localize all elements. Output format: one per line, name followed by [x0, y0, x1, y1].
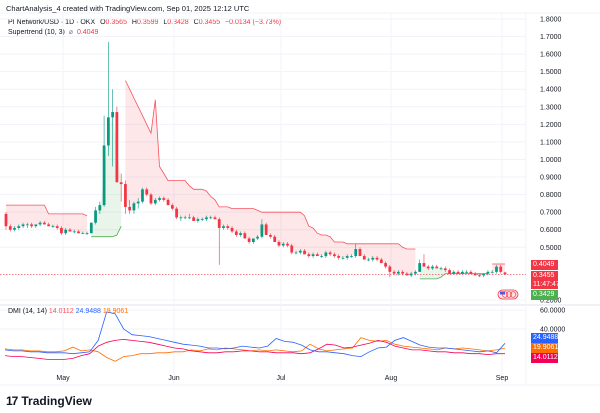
- indicator-row: Supertrend (10, 3) ⌀ 0.4049: [8, 28, 281, 38]
- svg-text:1.7000: 1.7000: [540, 34, 562, 41]
- adx-tag: 19.9061: [531, 343, 559, 353]
- supertrend-up-tag: 0.3429: [531, 290, 558, 300]
- low-label: L: [163, 19, 168, 26]
- tradingview-mark-icon: 17: [6, 394, 18, 408]
- open-label: O: [100, 19, 106, 26]
- high-label: H: [131, 19, 137, 26]
- symbol-name[interactable]: PI Network/USD · 1D · OKX: [8, 19, 96, 26]
- high-value: 0.3599: [136, 19, 159, 26]
- svg-text:1.1000: 1.1000: [540, 139, 562, 146]
- close-label: C: [193, 19, 199, 26]
- svg-text:0.8000: 0.8000: [540, 192, 562, 199]
- svg-text:1.2000: 1.2000: [540, 122, 562, 129]
- dmi-legend: DMI (14, 14) 14.0112 24.9488 19.9061: [8, 308, 128, 315]
- supertrend-price-tag: 0.4049: [531, 260, 558, 270]
- svg-text:1.8000: 1.8000: [540, 17, 562, 24]
- tradingview-wordmark: TradingView: [21, 394, 92, 408]
- svg-text:0.6000: 0.6000: [540, 227, 562, 234]
- last-price: 0.3455: [533, 272, 555, 279]
- dmi-minus-value: 14.0112: [48, 308, 74, 315]
- svg-text:1.0000: 1.0000: [540, 157, 562, 164]
- hide-indicator-icon[interactable]: ⌀: [68, 29, 73, 36]
- dmi-plus-value: 24.9488: [75, 308, 101, 315]
- open-value: 0.3565: [105, 19, 127, 26]
- last-price-tag: 0.3455 11:47:47: [531, 271, 560, 289]
- indicator-value: 0.4049: [76, 29, 99, 36]
- svg-text:Sep: Sep: [496, 375, 509, 382]
- svg-text:1.6000: 1.6000: [540, 52, 562, 59]
- economic-event-flag-icon[interactable]: [497, 289, 519, 300]
- chart-title: ChartAnalysis_4 created with TradingView…: [6, 4, 250, 13]
- svg-text:0.9000: 0.9000: [540, 175, 562, 182]
- svg-text:1.5000: 1.5000: [540, 69, 562, 76]
- svg-text:0.5000: 0.5000: [540, 245, 562, 252]
- svg-text:Jun: Jun: [168, 375, 179, 382]
- dmi-adx-value: 19.9061: [102, 308, 129, 315]
- ohlc-row: PI Network/USD · 1D · OKX O0.3565 H0.359…: [8, 18, 281, 28]
- svg-text:Aug: Aug: [385, 375, 398, 382]
- minus-di-tag: 14.0112: [531, 353, 558, 363]
- svg-text:1.3000: 1.3000: [540, 104, 562, 111]
- svg-text:1.4000: 1.4000: [540, 87, 562, 94]
- plus-di-tag: 24.9488: [531, 333, 559, 343]
- svg-text:0.2000: 0.2000: [540, 297, 562, 304]
- close-value: 0.3455: [198, 19, 221, 26]
- svg-text:May: May: [56, 375, 70, 382]
- svg-text:Jul: Jul: [277, 375, 286, 382]
- svg-text:0.7000: 0.7000: [540, 210, 562, 217]
- price-legend: PI Network/USD · 1D · OKX O0.3565 H0.359…: [8, 18, 281, 38]
- tradingview-logo[interactable]: 17 TradingView: [6, 394, 92, 408]
- countdown: 11:47:47: [533, 281, 560, 288]
- svg-text:60.0000: 60.0000: [540, 308, 565, 315]
- indicator-name[interactable]: Supertrend (10, 3): [8, 29, 65, 36]
- svg-text:40.0000: 40.0000: [540, 327, 565, 334]
- low-value: 0.3428: [167, 19, 189, 26]
- dmi-name[interactable]: DMI (14, 14): [8, 308, 47, 315]
- change-value: −0.0134 (−3.73%): [225, 19, 282, 26]
